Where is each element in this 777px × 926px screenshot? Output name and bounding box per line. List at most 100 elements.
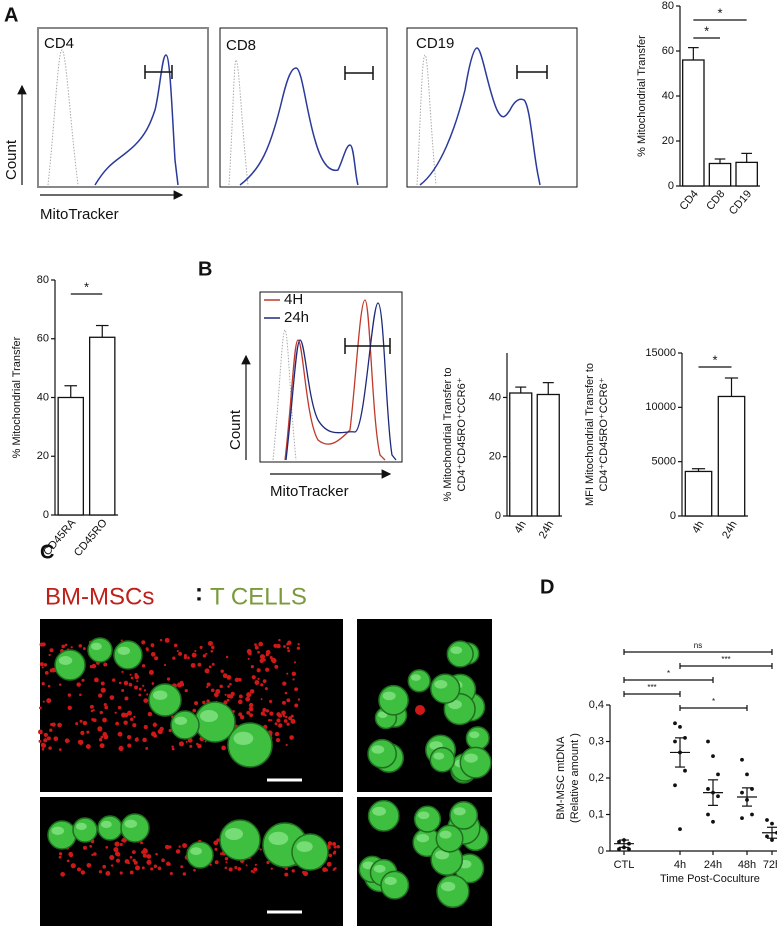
red-speck (254, 645, 259, 650)
red-speck (237, 699, 243, 705)
red-speck (41, 747, 45, 751)
red-speck (332, 851, 336, 855)
cell-highlight (233, 731, 254, 746)
cell-highlight (200, 710, 218, 722)
red-speck (123, 720, 128, 725)
y-tick-label: 20 (489, 451, 501, 463)
red-speck (332, 868, 336, 871)
red-speck (257, 650, 260, 654)
point (740, 790, 744, 795)
red-speck (214, 847, 218, 851)
red-speck (97, 726, 103, 732)
point (706, 787, 710, 791)
red-speck (80, 730, 85, 736)
cell (380, 870, 410, 900)
red-speck (205, 652, 208, 655)
y-tick-label: 80 (662, 0, 674, 12)
red-speck (164, 844, 170, 850)
red-speck (99, 710, 103, 715)
red-speck (274, 722, 278, 726)
red-speck (336, 844, 340, 849)
red-speck (327, 841, 333, 846)
red-speck (100, 681, 105, 686)
cell (449, 800, 479, 830)
y-axis-label: % Mitochondrial Transfer to (442, 368, 454, 502)
cell (378, 684, 409, 716)
significance-label: * (712, 352, 717, 367)
y-tick-label: 0 (598, 845, 604, 857)
red-speck (114, 841, 120, 847)
cell (429, 746, 456, 773)
red-speck (91, 718, 95, 721)
red-speck (142, 737, 147, 743)
red-speck (152, 722, 158, 727)
red-speck (92, 709, 95, 712)
y-tick-label: 0 (668, 180, 674, 192)
red-speck (250, 665, 254, 669)
red-speck (118, 681, 122, 685)
y-tick-label: 0 (670, 510, 676, 522)
red-speck (141, 640, 146, 645)
panel-label: A (4, 4, 18, 26)
red-speck (157, 866, 162, 871)
red-speck (302, 871, 309, 877)
cell-highlight (382, 691, 396, 701)
red-speck (265, 652, 270, 657)
red-speck (142, 853, 147, 858)
y-tick-label: 5000 (652, 456, 676, 468)
red-speck (283, 645, 286, 648)
red-speck (109, 695, 115, 700)
red-speck (89, 844, 93, 848)
y-tick-label: 0,1 (589, 808, 604, 820)
red-speck (289, 735, 294, 740)
cell (413, 805, 442, 833)
control-curve (47, 49, 79, 186)
red-speck (105, 846, 109, 849)
cell-highlight (469, 731, 480, 739)
red-speck (284, 872, 289, 877)
red-speck (284, 691, 288, 695)
red-speck (182, 843, 188, 848)
point (711, 819, 715, 824)
red-speck (264, 714, 267, 717)
red-speck (415, 705, 425, 715)
red-speck (225, 861, 228, 864)
red-speck (103, 734, 109, 740)
red-speck (57, 722, 62, 728)
red-speck (285, 743, 288, 747)
point (673, 783, 677, 788)
red-speck (293, 661, 296, 664)
red-speck (269, 656, 273, 660)
red-speck (50, 722, 54, 727)
red-speck (141, 866, 145, 870)
x-tick-label: 4h (690, 519, 707, 536)
red-speck (229, 682, 232, 686)
red-speck (259, 658, 264, 664)
red-speck (99, 743, 105, 749)
gate (344, 338, 391, 354)
red-speck (78, 644, 83, 648)
red-speck (291, 671, 297, 677)
red-speck (292, 678, 295, 681)
point (740, 757, 744, 762)
hist-label: CD8 (226, 37, 256, 54)
red-speck (259, 848, 262, 851)
red-speck (169, 871, 173, 876)
red-speck (246, 692, 252, 698)
y-tick-label: 40 (489, 391, 501, 403)
x-tick-label: 48h (738, 859, 756, 871)
red-speck (150, 867, 154, 871)
red-speck (276, 643, 281, 649)
cell-highlight (372, 806, 386, 816)
red-speck (121, 689, 125, 692)
cell (170, 710, 200, 740)
micrographs (38, 619, 492, 926)
red-speck (332, 841, 337, 846)
cell-highlight (268, 831, 289, 846)
red-speck (126, 710, 132, 716)
red-speck (173, 643, 178, 648)
red-speck (259, 654, 266, 660)
red-speck (210, 688, 215, 693)
red-speck (180, 865, 184, 869)
red-speck (225, 655, 229, 659)
